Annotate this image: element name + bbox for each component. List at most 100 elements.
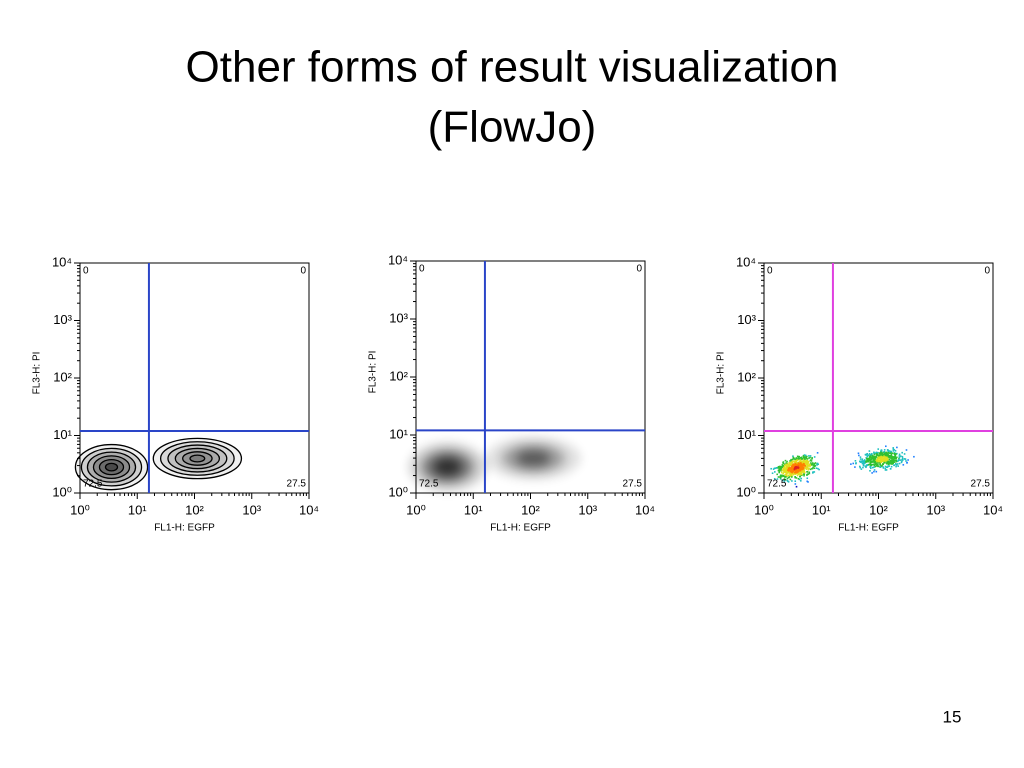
event-dot xyxy=(799,457,802,459)
event-dot xyxy=(895,463,897,466)
event-dot xyxy=(857,452,860,455)
event-dot xyxy=(871,461,873,464)
event-dot xyxy=(884,467,887,470)
event-dot xyxy=(877,457,879,460)
event-dot xyxy=(874,455,877,458)
event-dot xyxy=(887,449,889,451)
event-dot xyxy=(778,468,780,471)
event-dot xyxy=(800,462,802,464)
event-dot xyxy=(877,465,880,468)
event-dot xyxy=(884,454,887,456)
event-dot xyxy=(770,467,772,470)
event-dot xyxy=(855,462,857,465)
event-dot xyxy=(795,467,797,470)
event-dot xyxy=(792,466,795,469)
event-dot xyxy=(809,465,811,468)
event-dot xyxy=(810,460,813,462)
event-dot xyxy=(771,472,774,475)
event-dot xyxy=(782,465,784,467)
quadrant-value: 72.5 xyxy=(767,479,787,490)
event-dot xyxy=(883,461,886,464)
event-dot xyxy=(787,474,790,477)
event-dot xyxy=(817,463,820,466)
event-dot xyxy=(799,467,802,469)
event-dot xyxy=(879,463,881,466)
event-dot xyxy=(809,468,812,471)
event-dot xyxy=(893,459,896,462)
event-dot xyxy=(873,459,876,461)
event-dot xyxy=(794,462,797,465)
x-tick-label: 10¹ xyxy=(812,502,831,517)
event-dot xyxy=(885,445,887,448)
event-dot xyxy=(802,458,805,461)
event-dot xyxy=(872,455,874,457)
event-dot xyxy=(906,462,908,464)
event-dot xyxy=(892,447,895,449)
event-dot xyxy=(859,460,861,463)
event-dot xyxy=(776,473,779,476)
event-dot xyxy=(885,469,888,471)
event-dot xyxy=(791,475,793,477)
event-dot xyxy=(901,457,904,460)
event-dot xyxy=(790,476,793,478)
event-dot xyxy=(880,455,882,458)
event-dot xyxy=(803,457,806,459)
event-dot xyxy=(871,460,874,462)
event-dot xyxy=(893,457,896,460)
event-dot xyxy=(808,455,810,457)
event-dot xyxy=(782,467,785,470)
event-dot xyxy=(803,460,806,463)
quadrant-value: 0 xyxy=(419,264,425,275)
event-dot xyxy=(789,464,792,466)
event-dot xyxy=(888,458,891,461)
event-dot xyxy=(779,466,782,469)
event-dot xyxy=(779,474,782,477)
event-dot xyxy=(860,468,863,470)
event-dot xyxy=(893,456,896,459)
event-dot xyxy=(809,459,812,462)
event-dot xyxy=(806,474,808,476)
event-dot xyxy=(901,458,903,461)
event-dot xyxy=(774,467,777,469)
event-dot xyxy=(793,457,795,460)
event-dot xyxy=(778,471,781,474)
event-dot xyxy=(882,451,884,454)
event-dot xyxy=(796,474,799,477)
event-dot xyxy=(898,459,901,461)
event-dot xyxy=(869,467,872,470)
event-dot xyxy=(792,463,794,466)
event-dot xyxy=(882,466,884,468)
y-tick-label: 10⁰ xyxy=(736,484,756,499)
event-dot xyxy=(807,465,810,467)
event-dot xyxy=(881,459,883,462)
event-dot xyxy=(868,452,871,455)
event-dot xyxy=(807,481,809,483)
event-dot xyxy=(804,466,807,469)
event-dot xyxy=(788,467,791,469)
event-dot xyxy=(794,470,796,473)
event-dot xyxy=(798,463,800,466)
event-dot xyxy=(795,477,798,479)
page-number: 15 xyxy=(943,707,962,726)
event-dot xyxy=(873,463,875,466)
event-dot xyxy=(812,466,814,469)
event-dot xyxy=(862,460,864,462)
event-dot xyxy=(865,466,867,469)
event-dot xyxy=(871,472,873,474)
event-dot xyxy=(870,461,872,464)
event-dot xyxy=(803,463,805,465)
event-dot xyxy=(804,460,807,462)
event-dot xyxy=(890,461,893,463)
slide-title: Other forms of result visualization xyxy=(186,43,839,92)
event-dot xyxy=(882,463,884,465)
event-dot xyxy=(876,460,878,463)
event-dot xyxy=(887,461,890,463)
event-dot xyxy=(879,456,881,458)
event-dot xyxy=(873,469,876,471)
event-dot xyxy=(795,471,798,473)
event-dot xyxy=(779,475,782,478)
event-dot xyxy=(817,467,819,470)
event-dot xyxy=(798,478,801,481)
event-dot xyxy=(801,470,803,472)
event-dot xyxy=(794,480,797,482)
